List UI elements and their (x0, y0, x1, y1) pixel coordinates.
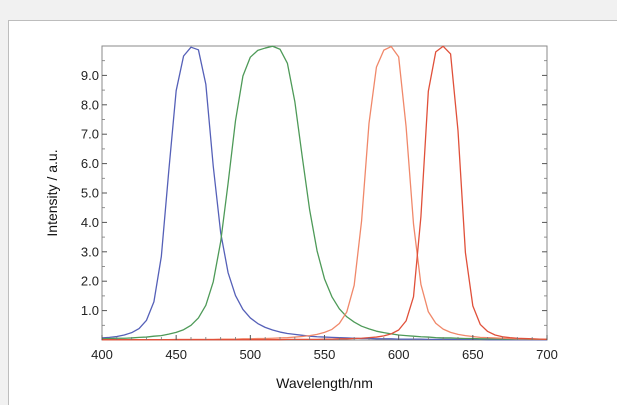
y-tick-label: 8.0 (81, 97, 99, 112)
y-tick-label: 1.0 (81, 303, 99, 318)
y-axis-title: Intensity / a.u. (44, 149, 60, 236)
x-tick-label: 700 (536, 347, 558, 362)
x-tick-label: 450 (165, 347, 187, 362)
x-axis-title: Wavelength/nm (276, 375, 373, 391)
x-tick-label: 600 (388, 347, 410, 362)
x-tick-label: 400 (91, 347, 113, 362)
y-tick-label: 5.0 (81, 186, 99, 201)
plot-area (101, 45, 548, 341)
y-tick-label: 2.0 (81, 274, 99, 289)
x-tick-label: 650 (462, 347, 484, 362)
y-tick-label: 3.0 (81, 244, 99, 259)
y-tick-label: 7.0 (81, 127, 99, 142)
y-tick-label: 4.0 (81, 215, 99, 230)
y-tick-label: 9.0 (81, 68, 99, 83)
y-tick-label: 6.0 (81, 156, 99, 171)
x-tick-label: 550 (314, 347, 336, 362)
x-tick-label: 500 (239, 347, 261, 362)
